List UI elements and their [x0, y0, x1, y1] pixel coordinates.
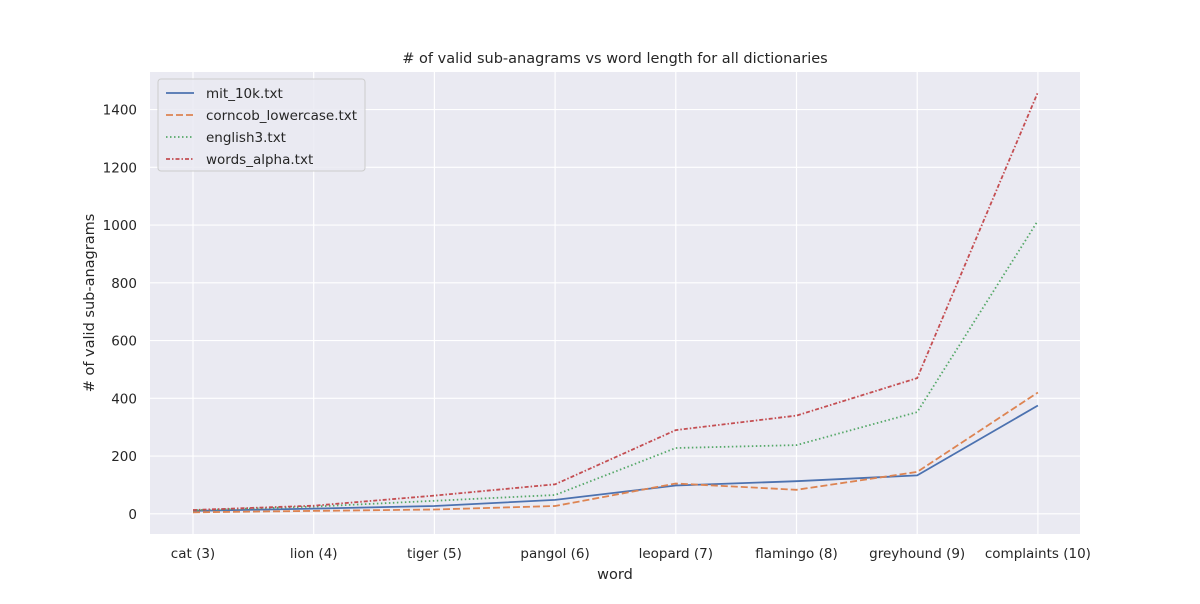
x-tick-label: lion (4) — [290, 546, 338, 562]
x-tick-label: complaints (10) — [985, 546, 1091, 562]
grid-lines — [150, 72, 1080, 534]
x-tick-label: leopard (7) — [639, 546, 713, 562]
y-tick-label: 1200 — [103, 160, 137, 176]
y-tick-label: 200 — [111, 449, 137, 465]
series-line-english3-txt — [192, 220, 1039, 512]
legend-label: english3.txt — [206, 130, 286, 146]
x-tick-label: greyhound (9) — [869, 546, 965, 562]
legend-label: mit_10k.txt — [206, 86, 283, 102]
series-line-words-alpha-txt — [192, 91, 1039, 511]
legend-label: words_alpha.txt — [206, 152, 313, 168]
series-line-corncob-lowercase-txt — [192, 391, 1039, 514]
y-tick-label: 400 — [111, 391, 137, 407]
y-tick-label: 600 — [111, 334, 137, 350]
x-axis-label: word — [597, 567, 633, 583]
legend-label: corncob_lowercase.txt — [206, 108, 357, 124]
series-line-mit-10k-txt — [192, 404, 1039, 512]
y-tick-label: 1400 — [103, 103, 137, 119]
legend-box — [157, 78, 366, 172]
y-tick-label: 1000 — [103, 218, 137, 234]
y-tick-label: 800 — [111, 276, 137, 292]
legend: mit_10k.txt corncob_lowercase.txt english3… — [157, 78, 366, 172]
x-tick-label: cat (3) — [171, 546, 215, 562]
y-tick-label: 0 — [128, 507, 137, 523]
tick-labels: cat (3) lion (4) tiger (5) pangol (6) leopar… — [103, 103, 1091, 562]
x-tick-label: tiger (5) — [407, 546, 462, 562]
x-tick-label: flamingo (8) — [755, 546, 837, 562]
chart-title: # of valid sub-anagrams vs word length f… — [402, 51, 827, 67]
y-axis-label: # of valid sub-anagrams — [82, 214, 98, 393]
x-tick-label: pangol (6) — [520, 546, 589, 562]
series-lines — [192, 91, 1039, 514]
